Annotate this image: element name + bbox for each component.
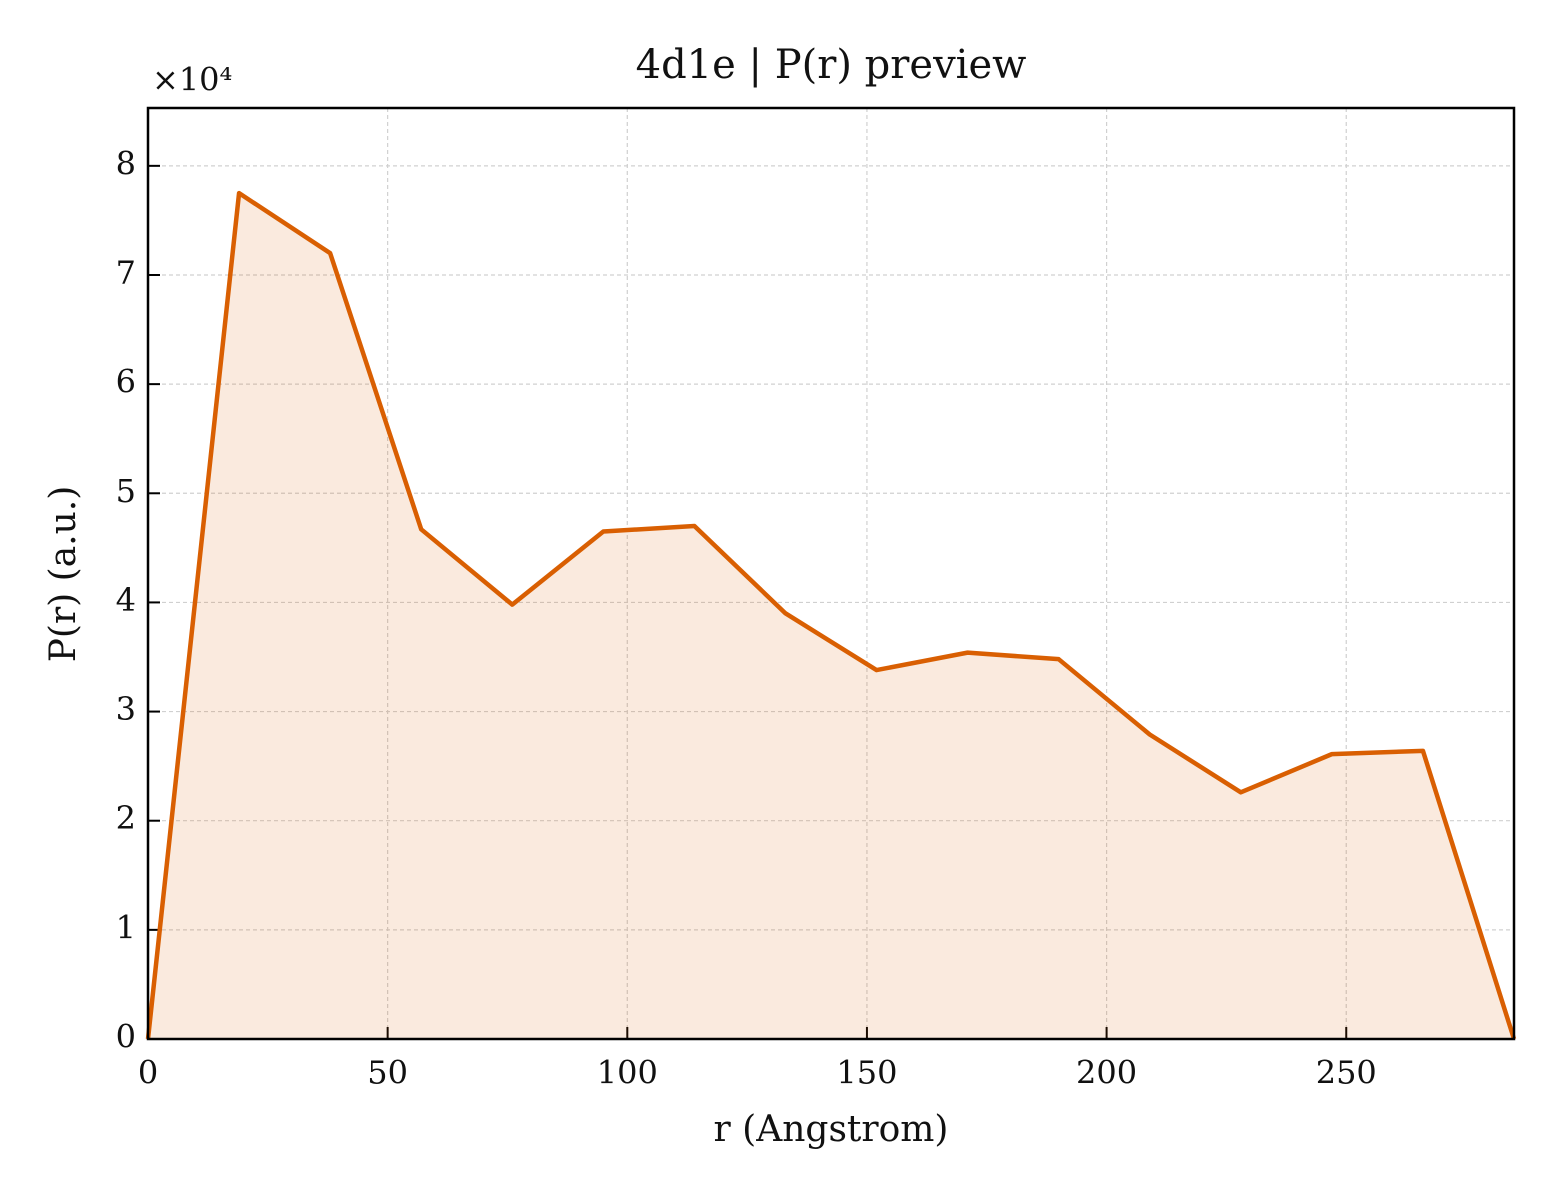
x-tick-label: 250 (1316, 1054, 1377, 1092)
x-tick-label: 150 (836, 1054, 897, 1092)
y-tick-label: 6 (116, 363, 136, 401)
area-fill (148, 193, 1514, 1040)
x-tick-label: 50 (367, 1054, 408, 1092)
x-tick-label: 0 (138, 1054, 158, 1092)
chart-title: 4d1e | P(r) preview (636, 42, 1027, 88)
y-tick-label: 5 (116, 472, 136, 510)
x-tick-label: 200 (1076, 1054, 1137, 1092)
x-tick-label: 100 (597, 1054, 658, 1092)
y-axis-label: P(r) (a.u.) (43, 486, 84, 663)
y-tick-label: 7 (116, 253, 136, 291)
y-tick-label: 1 (116, 908, 136, 946)
data-line (145, 190, 1517, 1040)
y-multiplier: ×10⁴ (152, 61, 232, 99)
plot-frame (146, 106, 1516, 1041)
y-tick-label: 0 (116, 1018, 136, 1056)
y-tick-label: 4 (116, 581, 136, 619)
y-tick-label: 3 (116, 690, 136, 728)
x-axis-label: r (Angstrom) (714, 1109, 949, 1150)
y-tick-label: 8 (116, 144, 136, 182)
y-tick-label: 2 (116, 799, 136, 837)
